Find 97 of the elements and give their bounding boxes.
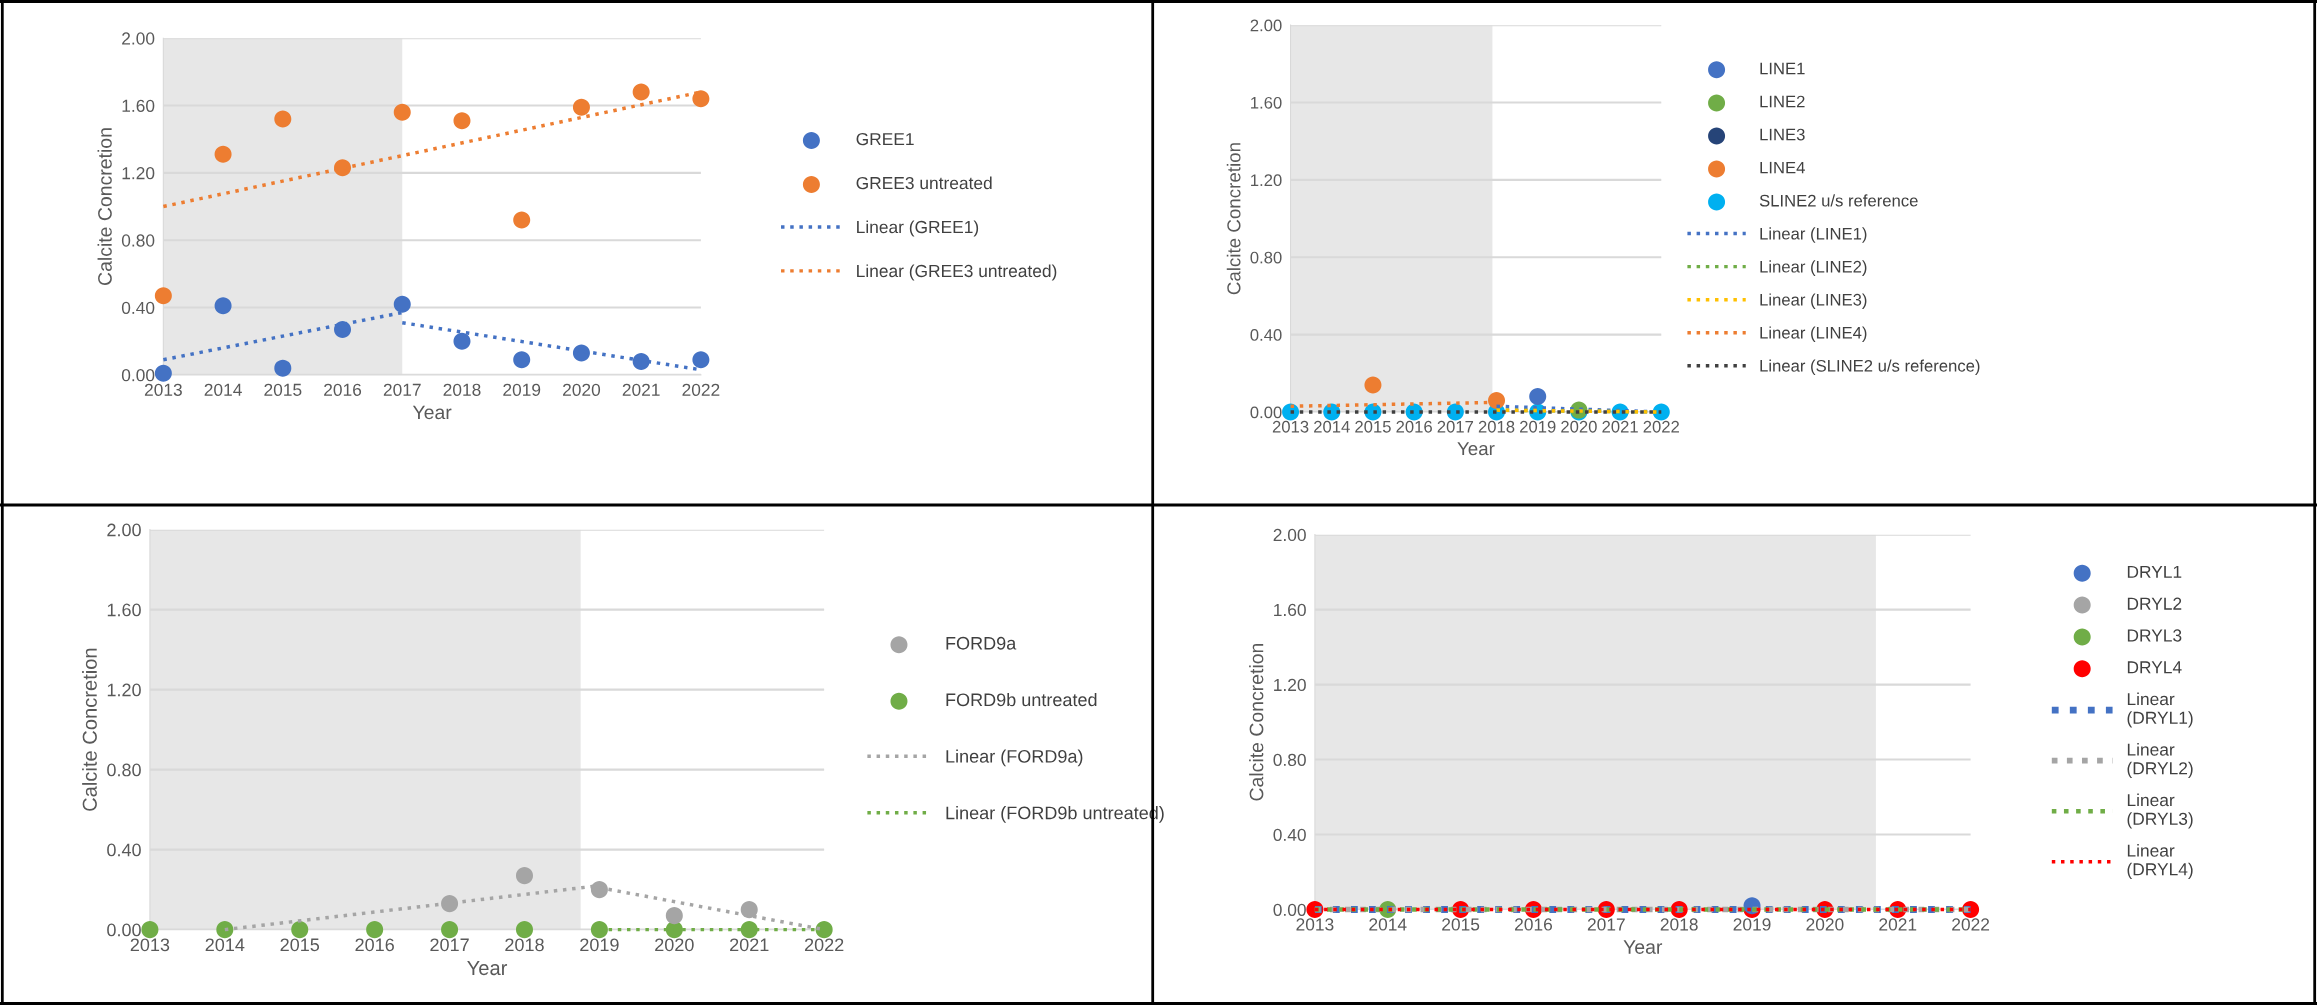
legend-label: LINE3 — [1760, 128, 1805, 141]
x-tick-label: 2019 — [1520, 420, 1556, 433]
x-tick-label: 2019 — [580, 938, 619, 952]
x-axis-title: Year — [1457, 442, 1495, 456]
x-tick-label: 2015 — [1355, 420, 1391, 433]
legend-label: DRYL4 — [2127, 661, 2182, 674]
legend-label: LINE4 — [1760, 161, 1805, 174]
y-axis-title: Calcite Concretion — [82, 648, 97, 811]
legend-label: SLINE2 u/s reference — [1759, 194, 1918, 207]
legend-label: Linear (GREE1) — [857, 220, 979, 237]
x-tick-label: 2021 — [1602, 420, 1638, 433]
y-tick-label: 1.60 — [122, 99, 155, 112]
y-tick-label: 0.80 — [107, 763, 141, 777]
x-tick-label: 2018 — [1478, 420, 1515, 433]
x-tick-label: 2022 — [1952, 918, 1990, 931]
y-tick-label: 0.80 — [1273, 753, 1306, 767]
x-tick-label: 2021 — [622, 383, 660, 396]
y-tick-label: 0.40 — [1273, 828, 1306, 842]
x-tick-label: 2019 — [503, 383, 541, 396]
y-tick-label: 0.40 — [1250, 329, 1282, 341]
y-tick-label: 0.00 — [1250, 406, 1282, 419]
x-tick-label: 2020 — [563, 383, 601, 396]
x-tick-label: 2021 — [730, 938, 769, 952]
y-tick-label: 2.00 — [1273, 528, 1306, 542]
x-tick-label: 2022 — [804, 938, 844, 952]
x-tick-label: 2017 — [383, 383, 421, 396]
x-tick-label: 2018 — [1660, 918, 1698, 931]
x-tick-label: 2013 — [144, 383, 182, 396]
legend-label: GREE3 untreated — [856, 176, 992, 190]
x-tick-label: 2022 — [682, 383, 720, 396]
x-tick-label: 2022 — [1643, 420, 1679, 433]
y-tick-label: 2.00 — [122, 32, 155, 45]
x-tick-label: 2016 — [355, 938, 394, 952]
legend-label: Linear (LINE4) — [1760, 326, 1867, 342]
x-axis-title: Year — [467, 961, 508, 976]
y-tick-label: 0.40 — [121, 301, 155, 314]
x-tick-label: 2015 — [264, 383, 302, 396]
y-tick-label: 0.00 — [121, 369, 155, 382]
y-axis-title: Calcite Concretion — [1249, 643, 1264, 801]
x-tick-label: 2014 — [1314, 420, 1350, 433]
legend-label: GREE1 — [856, 132, 914, 146]
x-tick-label: 2020 — [655, 938, 694, 952]
legend-label: Linear (DRYL1) — [2127, 692, 2193, 728]
y-tick-label: 1.20 — [1274, 678, 1306, 692]
y-tick-label: 0.00 — [107, 923, 141, 937]
y-tick-label: 1.20 — [122, 167, 155, 180]
x-tick-label: 2013 — [1296, 918, 1334, 931]
y-tick-label: 2.00 — [107, 523, 141, 537]
x-tick-label: 2017 — [1587, 918, 1625, 931]
y-tick-label: 0.00 — [1273, 903, 1306, 916]
x-tick-label: 2014 — [1369, 918, 1407, 931]
legend-label: Linear (FORD9a) — [946, 749, 1083, 767]
x-axis-title: Year — [412, 405, 452, 420]
x-tick-label: 2020 — [1806, 918, 1844, 931]
legend-label: Linear (LINE3) — [1760, 293, 1867, 309]
legend-label: DRYL3 — [2127, 629, 2182, 642]
legend-label: FORD9a — [946, 636, 1017, 650]
x-tick-label: 2014 — [205, 938, 245, 952]
x-tick-label: 2013 — [130, 938, 170, 952]
x-axis-title: Year — [1623, 940, 1663, 954]
legend-label: LINE2 — [1760, 95, 1805, 108]
y-tick-label: 2.00 — [1250, 19, 1282, 32]
legend-label: Linear (DRYL4) — [2127, 844, 2193, 879]
legend-label: Linear (DRYL2) — [2127, 743, 2193, 778]
y-tick-label: 1.20 — [1251, 174, 1282, 187]
y-tick-label: 0.80 — [121, 234, 155, 247]
y-tick-label: 0.40 — [107, 843, 141, 857]
y-tick-label: 0.80 — [1250, 251, 1282, 264]
legend-label: Linear (LINE1) — [1760, 227, 1867, 243]
y-tick-label: 1.60 — [107, 603, 141, 617]
legend-label: FORD9b untreated — [946, 692, 1097, 707]
x-tick-label: 2017 — [1437, 420, 1474, 433]
x-tick-label: 2015 — [1442, 918, 1480, 931]
x-tick-label: 2018 — [505, 938, 544, 952]
y-axis-title: Calcite Concretion — [1226, 143, 1241, 295]
x-tick-label: 2016 — [324, 383, 362, 396]
legend-label: Linear (GREE3 untreated) — [857, 264, 1057, 281]
x-tick-label: 2020 — [1561, 420, 1597, 433]
x-tick-label: 2014 — [204, 383, 242, 396]
y-tick-label: 1.60 — [1251, 96, 1282, 109]
legend-label: Linear (DRYL3) — [2127, 793, 2193, 829]
y-tick-label: 1.20 — [107, 683, 141, 697]
legend-label: Linear (SLINE2 u/s reference) — [1760, 359, 1980, 376]
y-tick-label: 1.60 — [1274, 603, 1306, 617]
x-tick-label: 2019 — [1733, 918, 1771, 931]
legend-label: LINE1 — [1760, 62, 1805, 75]
x-tick-label: 2016 — [1515, 918, 1553, 931]
legend-label: DRYL1 — [2127, 565, 2182, 578]
legend-label: DRYL2 — [2127, 597, 2182, 610]
x-tick-label: 2015 — [280, 938, 320, 952]
x-tick-label: 2021 — [1879, 918, 1917, 931]
x-tick-label: 2013 — [1272, 420, 1309, 433]
x-tick-label: 2018 — [443, 383, 481, 396]
legend-label: Linear (LINE2) — [1760, 260, 1867, 276]
x-tick-label: 2016 — [1396, 420, 1432, 433]
x-tick-label: 2017 — [430, 938, 469, 952]
y-axis-title: Calcite Concretion — [97, 128, 112, 285]
